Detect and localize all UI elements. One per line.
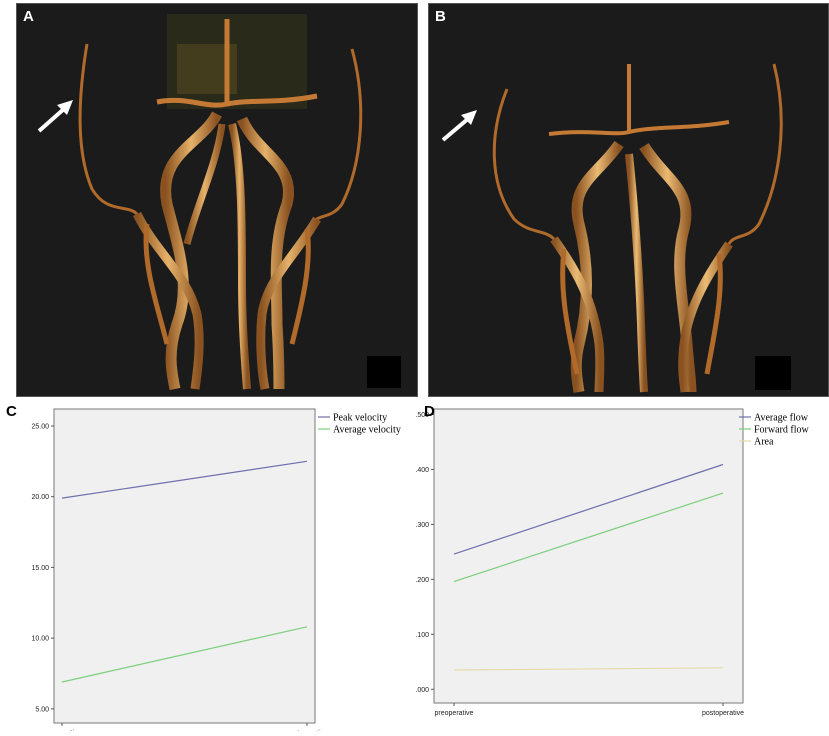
series-line-average-velocity xyxy=(61,626,308,683)
y-tick-label: 20.00 xyxy=(31,494,49,501)
plot-area xyxy=(53,408,316,724)
series-line-area xyxy=(453,667,724,671)
series-line-forward-flow xyxy=(453,492,724,583)
flow-line-chart: .000 .100 .200 .300 .400 .500 preoperative post… xyxy=(415,408,809,717)
series-line-peak-velocity xyxy=(61,460,308,499)
legend-label: Area xyxy=(754,437,774,448)
velocity-line-chart: 5.00 10.00 15.00 20.00 25.00 preoperative post… xyxy=(31,408,401,736)
y-tick-label: .200 xyxy=(415,577,429,584)
x-tick-label: preoperative xyxy=(435,710,474,717)
y-tick-label: 25.00 xyxy=(31,423,49,430)
y-tick-label: 10.00 xyxy=(31,636,49,643)
scale-box-a xyxy=(367,356,401,388)
y-tick-label: .300 xyxy=(415,522,429,529)
y-tick-label: .400 xyxy=(415,467,429,474)
x-tick-label: preoperative xyxy=(43,730,82,731)
angiogram-a-image xyxy=(37,14,363,391)
y-tick-label: 15.00 xyxy=(31,565,49,572)
panel-b-label: B xyxy=(435,8,446,25)
scale-box-b xyxy=(755,356,791,390)
plot-area xyxy=(433,408,744,704)
legend-label: Forward flow xyxy=(754,425,809,436)
angiogram-panel-a: A xyxy=(16,3,418,397)
y-tick-label: 5.00 xyxy=(35,706,49,713)
y-tick-label: .100 xyxy=(415,632,429,639)
angiogram-b-image xyxy=(441,63,783,393)
flow-chart-panel: D .000 .100 .200 .300 .400 .500 preoperative po… xyxy=(412,401,829,731)
x-tick-label: postoperative xyxy=(702,710,744,717)
legend-label: Average velocity xyxy=(333,425,401,436)
y-tick-label: .000 xyxy=(415,687,429,694)
panel-d-label: D xyxy=(424,403,435,420)
legend-label: Average flow xyxy=(754,413,809,424)
series-line-average-flow xyxy=(453,463,724,555)
legend-label: Peak velocity xyxy=(333,413,387,424)
angiogram-panel-b: B xyxy=(428,3,829,397)
panel-c-label: C xyxy=(6,403,17,420)
velocity-chart-panel: C 5.00 10.00 15.00 20.00 25.00 preoperative po… xyxy=(0,401,420,736)
y-tick-label: .500 xyxy=(415,412,429,419)
panel-a-label: A xyxy=(23,8,34,25)
x-tick-label: postoperative xyxy=(286,730,328,731)
